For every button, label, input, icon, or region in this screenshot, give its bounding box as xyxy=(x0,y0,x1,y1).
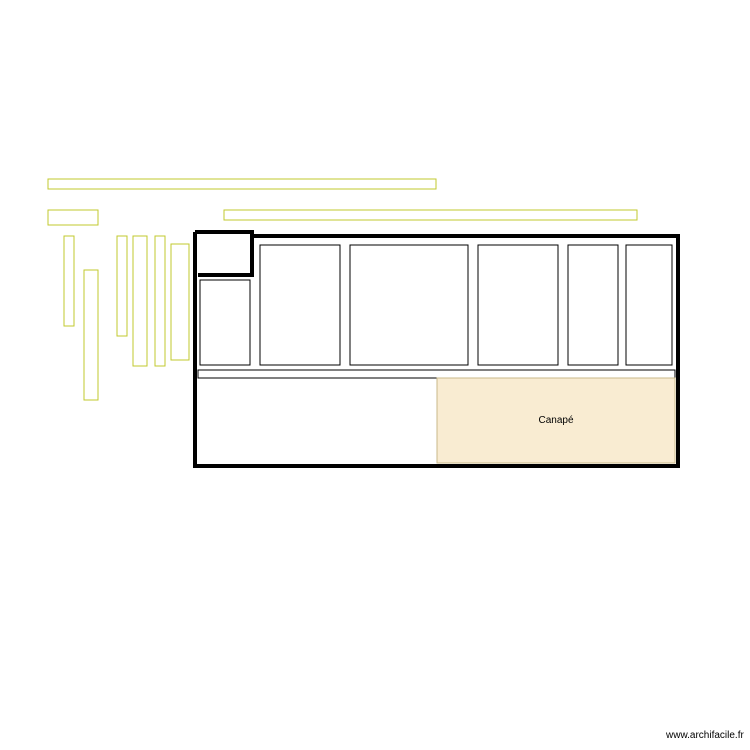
panel-3 xyxy=(350,245,468,365)
olive-bar-9 xyxy=(84,270,98,400)
watermark-text: www.archifacile.fr xyxy=(666,730,744,741)
inner-panels xyxy=(198,245,675,378)
olive-bar-2 xyxy=(224,210,637,220)
panel-1 xyxy=(200,280,250,365)
olive-bar-3 xyxy=(48,210,98,225)
divider-bar xyxy=(198,370,675,378)
olive-bar-6 xyxy=(133,236,147,366)
panel-6 xyxy=(626,245,672,365)
olive-bar-1 xyxy=(48,179,436,189)
drawing-layer xyxy=(0,0,750,750)
floorplan-canvas: Canapé www.archifacile.fr xyxy=(0,0,750,750)
panel-2 xyxy=(260,245,340,365)
sofa-shape xyxy=(437,378,675,463)
olive-bar-8 xyxy=(171,244,189,360)
olive-bar-7 xyxy=(155,236,165,366)
panel-5 xyxy=(568,245,618,365)
olive-shapes xyxy=(48,179,637,400)
olive-bar-5 xyxy=(117,236,127,336)
panel-4 xyxy=(478,245,558,365)
olive-bar-4 xyxy=(64,236,74,326)
